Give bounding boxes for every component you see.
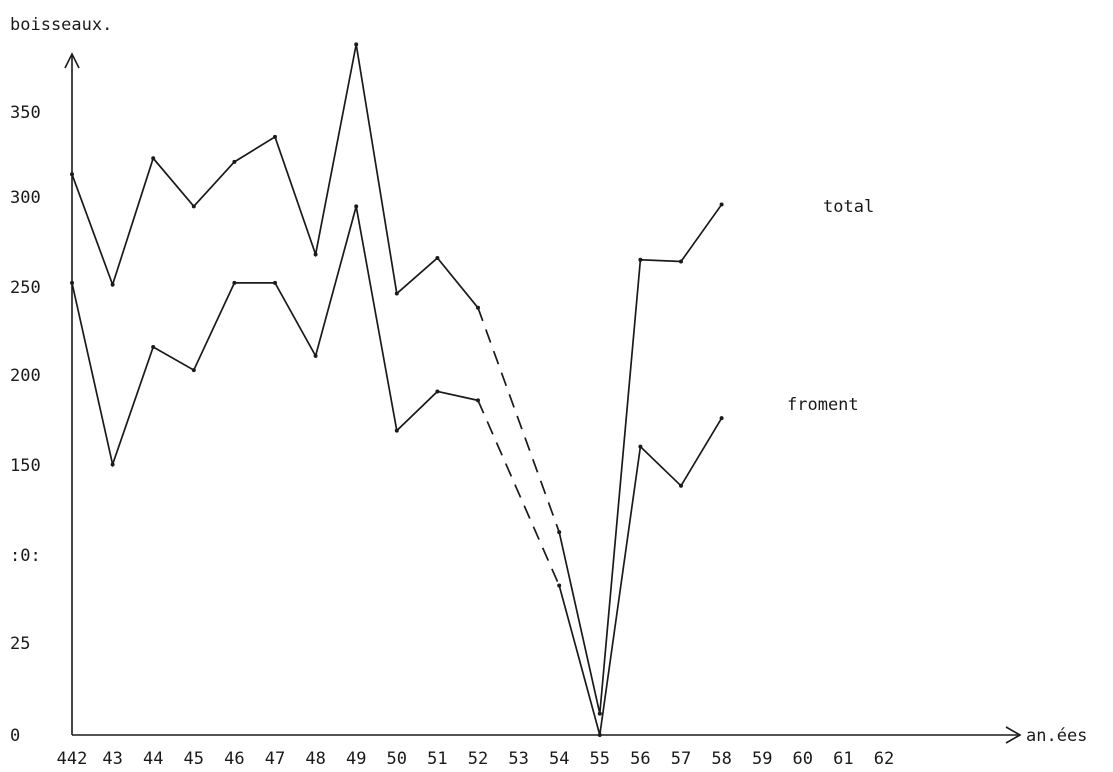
y-axis-label: boisseaux. — [10, 15, 112, 35]
data-point — [435, 389, 440, 394]
data-point — [313, 252, 318, 257]
series-label-total: total — [823, 197, 874, 217]
data-point — [70, 280, 74, 285]
data-point — [232, 159, 237, 164]
x-tick-label: 46 — [224, 749, 244, 769]
data-point — [273, 280, 277, 285]
data-point — [476, 305, 480, 310]
data-point — [110, 462, 115, 467]
data-point — [719, 416, 724, 421]
data-point — [354, 42, 359, 47]
y-tick-labels: 0 25 :0: 150 200 250 300 350 — [10, 103, 41, 746]
x-tick-label: 53 — [508, 749, 528, 769]
data-point — [394, 428, 399, 433]
data-point — [232, 280, 237, 285]
y-axis-arrow — [64, 52, 80, 69]
data-point — [70, 172, 74, 177]
data-point — [638, 444, 643, 449]
x-tick-label: 442 — [57, 749, 88, 769]
data-point — [679, 259, 683, 264]
series-line — [71, 44, 479, 309]
data-point — [557, 530, 562, 535]
x-axis-label: an.ées — [1026, 726, 1087, 746]
data-point — [638, 257, 643, 262]
y-tick-label: 150 — [10, 456, 41, 476]
x-tick-label: 44 — [143, 749, 163, 769]
dashed-segment — [477, 400, 560, 586]
data-point — [679, 483, 683, 488]
data-point — [151, 156, 156, 161]
x-tick-label: 49 — [346, 749, 366, 769]
y-tick-label: 350 — [10, 103, 41, 123]
x-tick-labels: 442 43 44 45 46 47 48 49 50 51 52 53 54 55 56 57 58 59 60 6… — [57, 749, 895, 769]
data-point — [435, 255, 440, 260]
x-tick-label: 62 — [874, 749, 894, 769]
x-tick-label: 47 — [265, 749, 285, 769]
x-tick-label: 50 — [387, 749, 407, 769]
x-tick-label: 59 — [752, 749, 772, 769]
series-line — [558, 417, 723, 736]
y-tick-label: 25 — [10, 634, 30, 654]
y-tick-label: 200 — [10, 366, 41, 386]
data-point — [191, 368, 196, 373]
x-tick-label: 45 — [184, 749, 204, 769]
dashed-segment — [477, 307, 560, 533]
data-point — [719, 202, 724, 207]
x-axis-arrow — [1005, 726, 1022, 744]
series-layer — [70, 42, 724, 737]
y-tick-label: 250 — [10, 278, 41, 298]
x-tick-label: 57 — [671, 749, 691, 769]
data-point — [273, 134, 277, 139]
series-line — [71, 206, 479, 468]
x-tick-label: 58 — [711, 749, 731, 769]
x-tick-label: 48 — [305, 749, 325, 769]
data-point — [110, 282, 115, 287]
x-tick-label: 60 — [793, 749, 813, 769]
series-total — [70, 42, 724, 716]
y-tick-label: 300 — [10, 188, 41, 208]
data-point — [191, 204, 196, 209]
data-point — [313, 353, 318, 358]
x-tick-label: 61 — [833, 749, 853, 769]
data-point — [557, 583, 562, 588]
x-tick-label: 55 — [590, 749, 610, 769]
y-tick-label: :0: — [10, 546, 41, 566]
data-point — [597, 711, 602, 716]
x-tick-label: 54 — [549, 749, 569, 769]
x-tick-label: 52 — [468, 749, 488, 769]
data-point — [394, 291, 399, 296]
x-tick-label: 56 — [630, 749, 650, 769]
x-tick-label: 43 — [102, 749, 122, 769]
series-froment — [70, 204, 724, 737]
y-tick-label: 0 — [10, 726, 20, 746]
series-label-froment: froment — [787, 395, 859, 415]
data-point — [151, 344, 156, 349]
x-tick-label: 51 — [427, 749, 447, 769]
data-point — [597, 733, 602, 737]
data-point — [354, 204, 359, 209]
series-name-labels: total froment — [787, 197, 874, 415]
data-point — [476, 398, 480, 403]
